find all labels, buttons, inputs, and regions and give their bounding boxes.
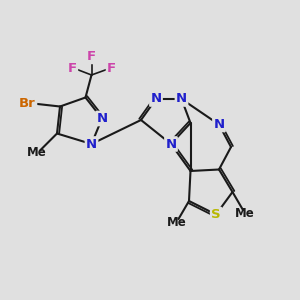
Text: N: N <box>165 137 177 151</box>
Text: S: S <box>211 208 221 221</box>
Text: F: F <box>107 62 116 76</box>
Text: N: N <box>96 112 108 125</box>
Text: Me: Me <box>27 146 47 159</box>
Text: Br: Br <box>19 97 36 110</box>
Text: Me: Me <box>235 207 254 220</box>
Text: N: N <box>86 137 97 151</box>
Text: N: N <box>176 92 187 106</box>
Text: Me: Me <box>167 216 187 229</box>
Text: N: N <box>213 118 225 131</box>
Text: F: F <box>68 62 77 76</box>
Text: F: F <box>87 50 96 63</box>
Text: N: N <box>150 92 162 106</box>
